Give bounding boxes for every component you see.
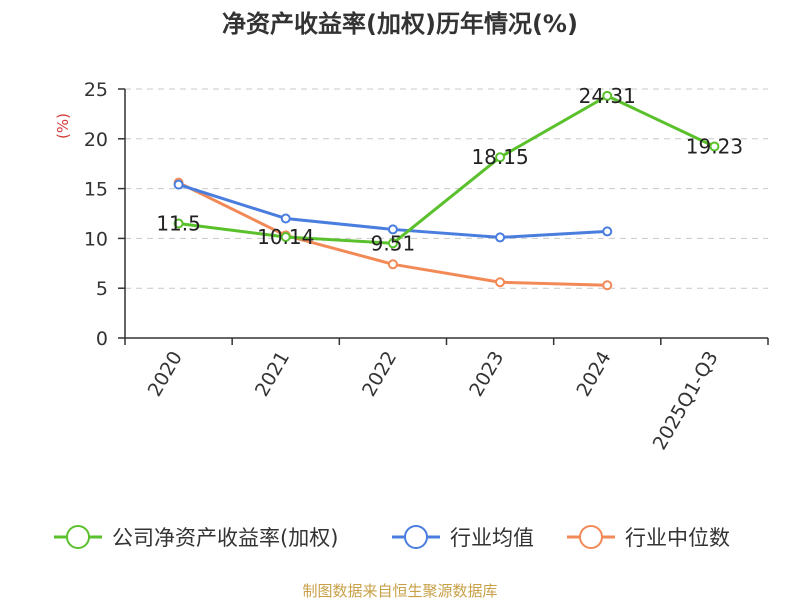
data-label: 18.15 [471,145,528,169]
series-layer [173,90,720,291]
series-point-2 [602,280,613,291]
y-tick-label: 10 [84,228,108,250]
series-point-2 [387,259,398,270]
legend-marker [66,525,90,549]
y-tick-label: 15 [84,179,108,201]
series-point-1 [280,213,291,224]
legend-label: 行业均值 [450,526,534,550]
y-tick-label: 25 [84,79,108,101]
series-point-1 [387,224,398,235]
source-note: 制图数据来自恒生聚源数据库 [302,582,497,600]
legend-item-2[interactable]: 行业中位数 [567,525,730,550]
series-point-2 [495,277,506,288]
legend[interactable]: 公司净资产收益率(加权) 行业均值 行业中位数 [54,525,730,550]
y-tick-label: 20 [84,129,108,151]
series-point-0 [709,141,720,152]
series-point-0 [173,218,184,229]
series-point-0 [495,152,506,163]
data-label: 11.5 [156,211,201,235]
legend-item-0[interactable]: 公司净资产收益率(加权) [54,525,338,550]
series-point-0 [280,232,291,243]
axes: 0 5 10 15 20 25 2020 2021 2022 2023 2024 2025Q1-Q3 [84,79,769,454]
data-label: 9.51 [371,231,416,255]
x-tick-label: 2024 [572,348,615,401]
x-tick-label: 2025Q1-Q3 [649,348,723,454]
series-point-1 [602,226,613,237]
series-point-0 [387,238,398,249]
legend-item-1[interactable]: 行业均值 [392,525,534,550]
data-label: 10.14 [257,225,314,249]
y-tick-label: 5 [96,278,108,300]
data-labels: 11.5 10.14 9.51 18.15 24.31 19.23 [156,84,743,255]
legend-marker [404,525,428,549]
x-tick-label: 2020 [144,348,187,401]
legend-label: 行业中位数 [625,526,730,550]
x-tick-label: 2022 [358,348,401,401]
y-tick-label: 0 [96,328,108,350]
legend-marker [579,525,603,549]
chart-title: 净资产收益率(加权)历年情况(%) [222,10,578,38]
data-label: 24.31 [579,84,636,108]
series-line-0 [178,94,716,245]
x-tick-label: 2021 [251,348,294,401]
x-tick-label: 2023 [465,348,508,401]
series-point-1 [173,179,184,190]
grid-lines [125,88,768,289]
y-axis-label: (%) [54,113,72,139]
series-point-0 [602,90,613,101]
data-label: 19.23 [686,134,743,158]
series-point-1 [495,232,506,243]
legend-label: 公司净资产收益率(加权) [112,526,338,550]
